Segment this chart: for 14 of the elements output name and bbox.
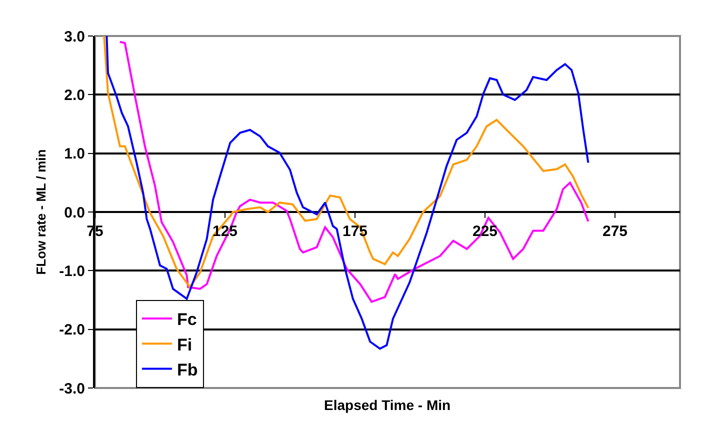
x-tick-label: 275: [602, 223, 628, 240]
y-tick-label: 1.0: [64, 146, 85, 163]
y-tick-label: -3.0: [59, 380, 85, 398]
y-tick-label: -1.0: [59, 262, 85, 280]
y-tick-label: -2.0: [59, 322, 85, 339]
x-axis-title: Elapsed Time - Min: [324, 397, 451, 413]
legend-label: Fc: [176, 310, 197, 330]
y-tick-label: 2.0: [64, 86, 85, 104]
y-tick-label: 3.0: [64, 28, 85, 46]
legend-label: Fb: [176, 360, 198, 380]
y-tick-label: 0.0: [64, 204, 85, 222]
line-series: [106, 36, 590, 350]
y-axis-title: FLow rate - ML / min: [34, 149, 49, 275]
legend-label: Fi: [176, 335, 192, 354]
